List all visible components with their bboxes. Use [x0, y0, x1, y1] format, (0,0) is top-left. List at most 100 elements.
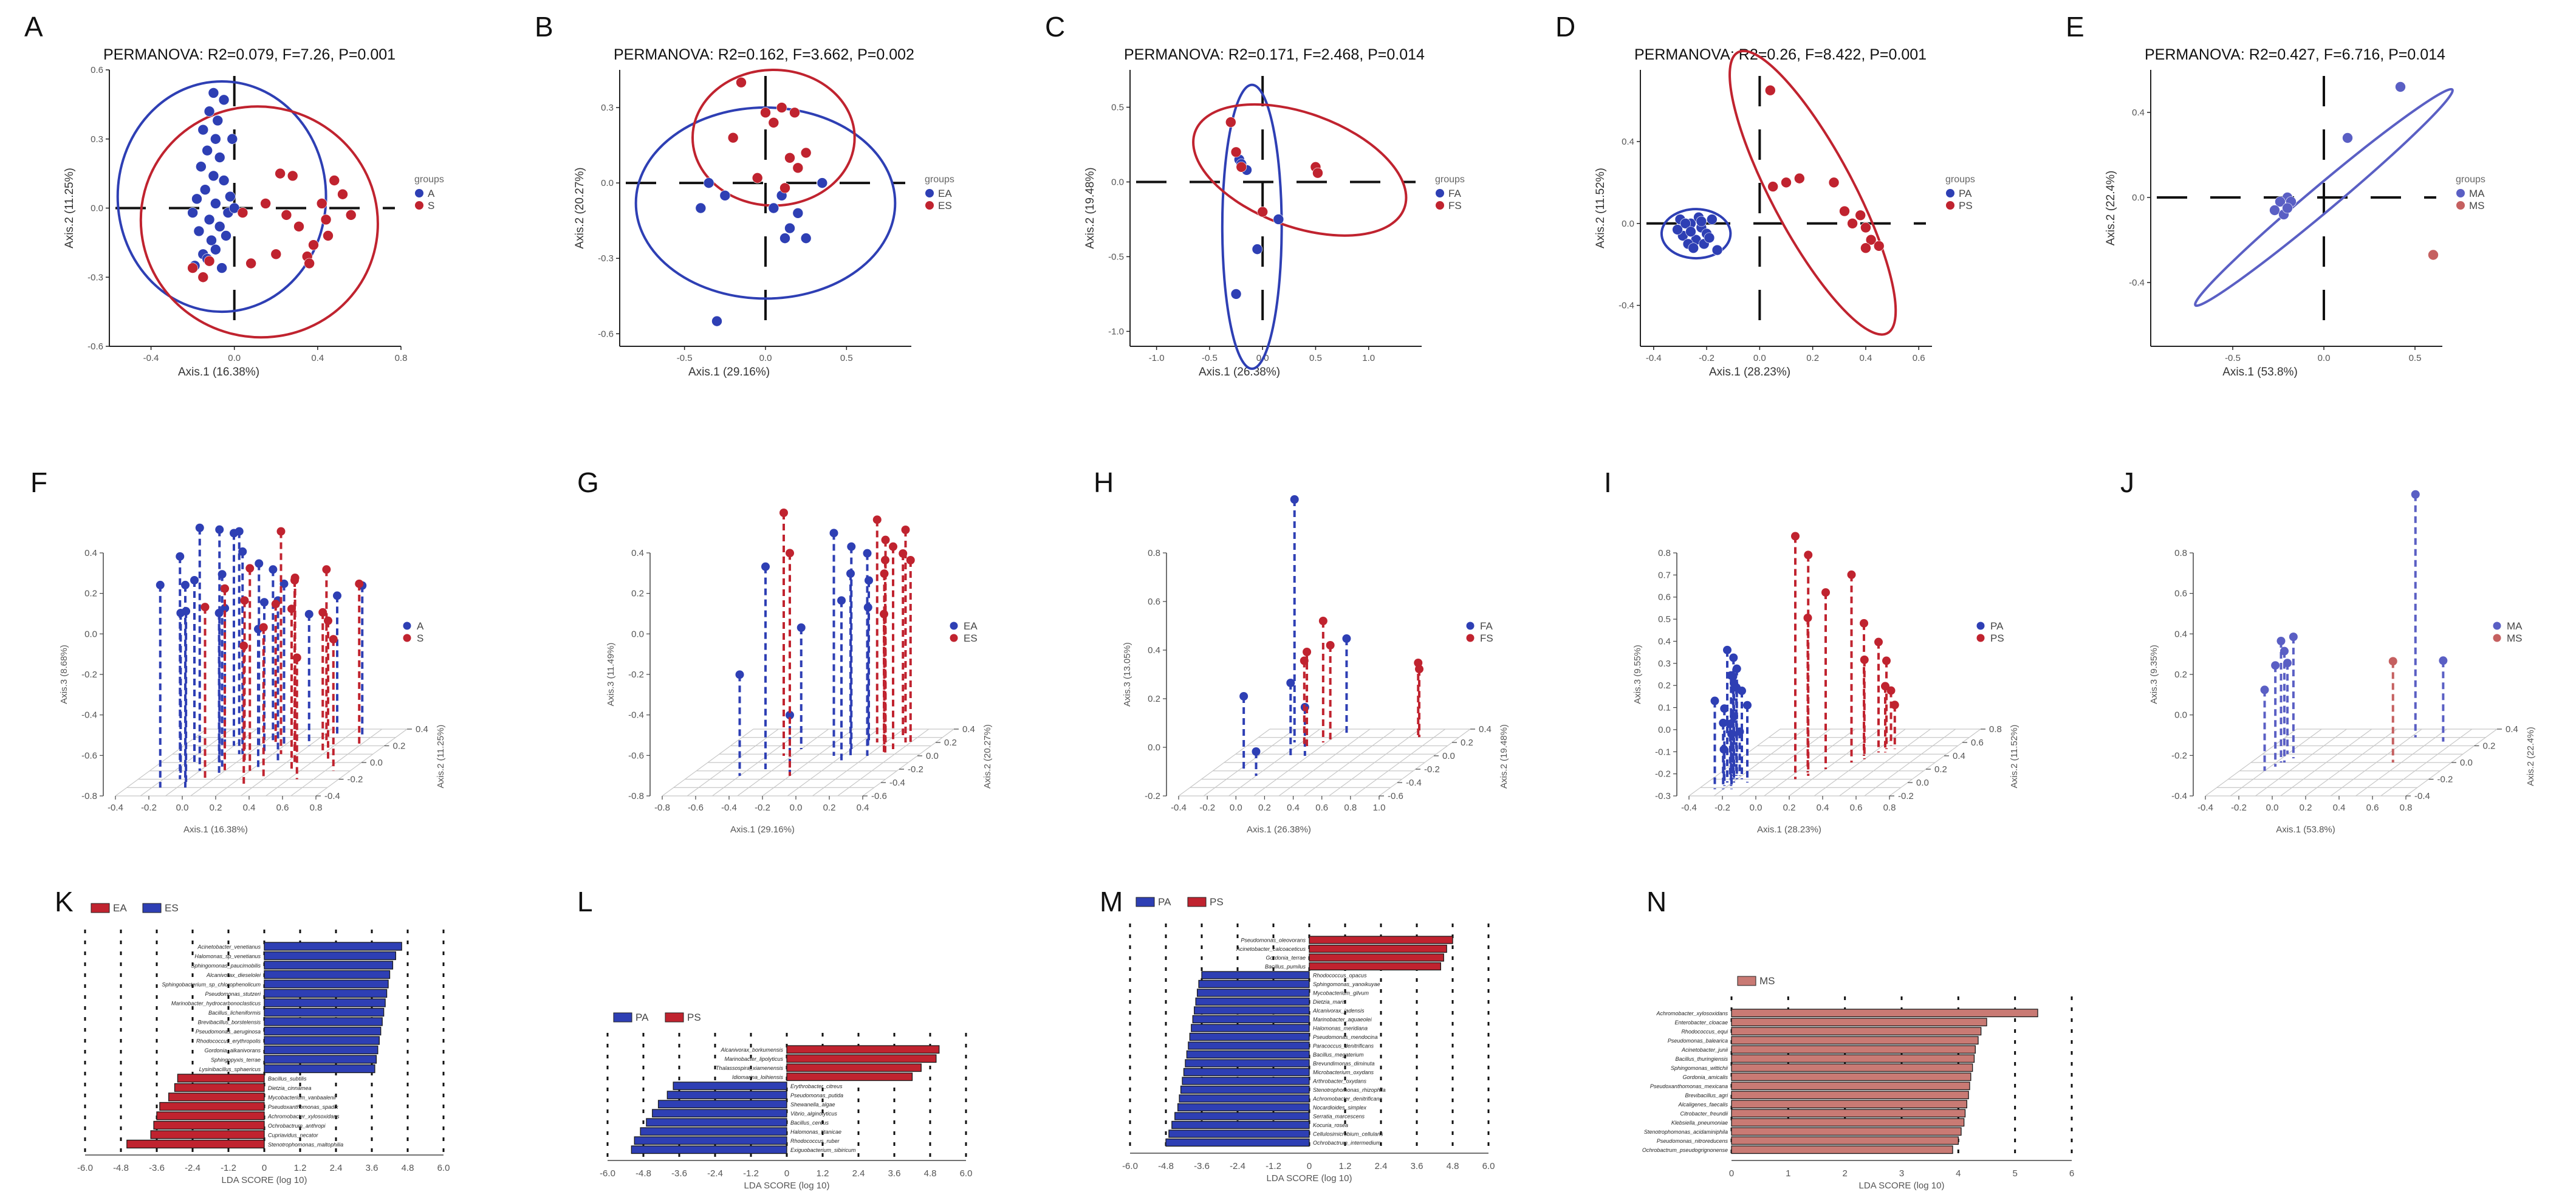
sample-point-ps [1855, 210, 1866, 221]
sample-point-ps [1860, 619, 1868, 628]
sample-point-es [881, 555, 889, 564]
legend-label: EA [938, 188, 952, 199]
sample-point-ea [703, 177, 714, 188]
x-tick-label: -1.0 [1149, 353, 1165, 363]
sample-point-a [214, 221, 225, 232]
lda-bar [264, 961, 394, 970]
feature-label: Pseudomonas_mendocina [1313, 1034, 1378, 1040]
sample-point-es [881, 535, 890, 544]
legend-label: ES [938, 200, 952, 211]
confidence-ellipse-es [691, 69, 856, 207]
panel-label: E [2066, 11, 2084, 43]
x-tick-label: -2.4 [707, 1168, 723, 1179]
y-tick-label: 0.0 [1111, 177, 1124, 187]
x-axis-title: Axis.1 (28.23%) [1757, 824, 1821, 835]
x-tick-label: 0.2 [2300, 803, 2312, 813]
sample-point-ps [1847, 218, 1858, 229]
y-tick-label: -0.4 [1406, 778, 1422, 788]
z-tick-label: 0.4 [1658, 636, 1671, 646]
lda-bar [1201, 971, 1310, 979]
sample-point-s [293, 221, 304, 232]
x-tick-label: 4 [1956, 1168, 1961, 1179]
lda-bar [1174, 1112, 1310, 1120]
sample-point-ma [2275, 196, 2286, 207]
lda-bar [1165, 1138, 1310, 1147]
feature-label: Alcanivorax_dieselolei [206, 972, 261, 978]
x-tick-label: 0.0 [2318, 353, 2331, 363]
lda-bar [156, 1111, 265, 1120]
sample-point-ea [719, 190, 731, 201]
x-axis-title: Axis.1 (26.38%) [1247, 824, 1311, 835]
z-tick-label: -0.8 [81, 791, 97, 801]
z-tick-label: 0.4 [2174, 629, 2187, 639]
lda-bar [264, 942, 402, 951]
y-tick-label: 0.4 [2506, 724, 2518, 735]
x-tick-label: 0.2 [1783, 803, 1796, 813]
x-tick-label: 0.4 [857, 803, 869, 813]
sample-point-ps [1860, 222, 1871, 233]
sample-point-a [193, 225, 205, 237]
feature-label: Thalassospira_xiamenensis [716, 1065, 784, 1071]
z-tick-label: -0.2 [2171, 750, 2187, 761]
sample-point-ps [1860, 242, 1871, 254]
y-tick-label: 0.0 [926, 751, 939, 761]
legend-label: FS [1480, 632, 1493, 644]
legend-title: groups [925, 174, 954, 185]
y-axis-title: Axis.2 (19.48%) [1499, 724, 1509, 789]
feature-label: Halomonas_meridiana [1313, 1026, 1368, 1032]
x-tick-label: 0.4 [2333, 803, 2346, 813]
feature-label: Ochrobactrum_pseudogrignonense [1642, 1147, 1728, 1153]
y-tick-label: 0.3 [601, 103, 614, 113]
sample-point-fa [1230, 289, 1242, 300]
sample-point-a [187, 207, 198, 218]
sample-point-ma [2276, 637, 2286, 645]
x-tick-label: -3.6 [671, 1168, 687, 1179]
sample-point-pa [1719, 745, 1728, 754]
x-tick-label: -0.2 [1699, 353, 1714, 363]
sample-point-ea [784, 222, 795, 234]
legend-label: PA [635, 1012, 649, 1023]
sample-point-s [287, 170, 298, 182]
floor-grid-line [837, 728, 930, 797]
sample-point-a [212, 115, 224, 126]
panel-label: L [577, 886, 593, 917]
sample-point-es [760, 107, 771, 118]
sample-point-ea [792, 207, 804, 219]
lda-bar [1179, 1094, 1310, 1103]
lda-bar [1731, 1091, 1969, 1100]
sample-point-s [275, 168, 286, 179]
lda-bar [1185, 1059, 1310, 1068]
x-tick-label: 0 [262, 1163, 267, 1173]
sample-point-a [191, 193, 202, 205]
panel-label: C [1045, 11, 1065, 43]
sample-point-s [323, 230, 334, 241]
floor-grid-line [290, 728, 383, 797]
x-tick-label: 0.8 [310, 803, 323, 813]
sample-point-fs [1257, 206, 1268, 218]
y-tick-label: 0.2 [944, 738, 957, 748]
y-tick-label: 0.0 [1622, 219, 1634, 229]
y-tick-label: 0.8 [1989, 724, 2002, 735]
sample-point-ea [768, 202, 779, 214]
sample-point-es [727, 132, 739, 143]
x-tick-label: -0.4 [721, 803, 737, 813]
sample-point-ma [2283, 659, 2292, 668]
floor-grid-line [265, 728, 357, 797]
sample-point-s [337, 188, 348, 200]
x-tick-label: 6 [2069, 1168, 2074, 1179]
floor-grid-line [1864, 728, 1956, 797]
sample-point-fs [1326, 641, 1335, 649]
sample-point-pa [1729, 653, 1738, 662]
sample-point-ps [1881, 682, 1889, 691]
sample-point-ea [779, 233, 790, 244]
feature-label: Pseudomonas_aeruginosa [196, 1029, 261, 1035]
lda-bar [1731, 1127, 1962, 1136]
sample-point-a [214, 608, 224, 617]
z-tick-label: -0.4 [81, 710, 97, 721]
x-tick-label: 1.2 [1339, 1161, 1352, 1171]
y-tick-label: -0.2 [348, 775, 363, 785]
z-tick-label: 0.3 [1658, 659, 1671, 669]
sample-point-s [304, 258, 315, 269]
sample-point-a [210, 198, 221, 209]
